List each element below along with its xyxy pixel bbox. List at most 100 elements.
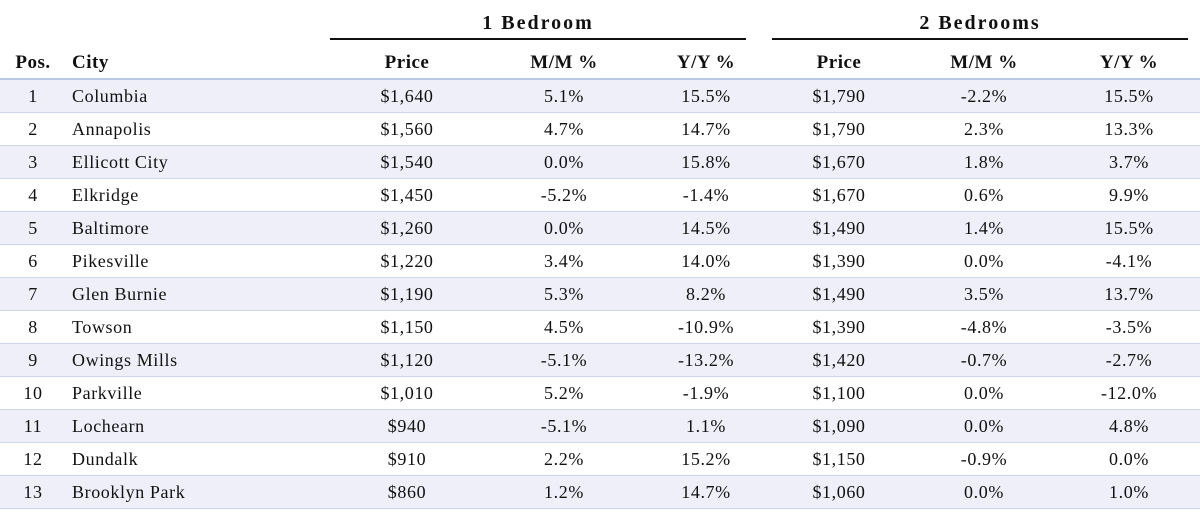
cell-yy-2br: 13.3% [1058, 112, 1200, 146]
cell-yy-2br: 0.0% [1058, 442, 1200, 476]
cell-city: Lochearn [66, 409, 330, 443]
cell-mm-1br: 4.7% [484, 112, 644, 146]
cell-price-1br: $1,640 [330, 79, 484, 113]
one-bedroom-group-title: 1 Bedroom [482, 12, 594, 34]
cell-city: Owings Mills [66, 343, 330, 377]
cell-price-2br: $1,490 [768, 211, 910, 245]
cell-mm-2br: 2.3% [910, 112, 1058, 146]
cell-mm-2br: -0.9% [910, 442, 1058, 476]
two-bedrooms-group-rule [772, 38, 1188, 40]
cell-yy-2br: 13.7% [1058, 277, 1200, 311]
cell-mm-2br: 0.6% [910, 178, 1058, 212]
cell-mm-2br: -0.7% [910, 343, 1058, 377]
cell-mm-1br: -5.1% [484, 343, 644, 377]
cell-mm-2br: 0.0% [910, 376, 1058, 410]
cell-pos: 13 [0, 475, 66, 509]
column-header-price-2br: Price [768, 48, 910, 80]
header-row: Pos. City Price M/M % Y/Y % Price M/M % … [0, 48, 1200, 80]
cell-price-1br: $1,120 [330, 343, 484, 377]
cell-price-1br: $860 [330, 475, 484, 509]
cell-mm-2br: 0.0% [910, 475, 1058, 509]
cell-city: Pikesville [66, 244, 330, 278]
cell-price-2br: $1,670 [768, 178, 910, 212]
table-row: 11 Lochearn $940 -5.1% 1.1% $1,090 0.0% … [0, 409, 1200, 443]
table-row: 9 Owings Mills $1,120 -5.1% -13.2% $1,42… [0, 343, 1200, 377]
cell-price-1br: $1,540 [330, 145, 484, 179]
cell-price-1br: $910 [330, 442, 484, 476]
table-row: 7 Glen Burnie $1,190 5.3% 8.2% $1,490 3.… [0, 277, 1200, 311]
cell-mm-2br: -2.2% [910, 79, 1058, 113]
cell-price-1br: $1,190 [330, 277, 484, 311]
column-header-city: City [66, 48, 330, 80]
cell-yy-2br: 9.9% [1058, 178, 1200, 212]
cell-price-2br: $1,390 [768, 244, 910, 278]
cell-pos: 2 [0, 112, 66, 146]
cell-yy-2br: 3.7% [1058, 145, 1200, 179]
cell-yy-2br: 15.5% [1058, 79, 1200, 113]
cell-mm-1br: 5.3% [484, 277, 644, 311]
cell-city: Brooklyn Park [66, 475, 330, 509]
cell-mm-1br: 3.4% [484, 244, 644, 278]
cell-pos: 1 [0, 79, 66, 113]
cell-price-1br: $1,010 [330, 376, 484, 410]
cell-mm-2br: 0.0% [910, 409, 1058, 443]
two-bedrooms-group-header: 2 Bedrooms [772, 8, 1188, 40]
cell-pos: 8 [0, 310, 66, 344]
one-bedroom-group-header: 1 Bedroom [330, 8, 746, 40]
cell-yy-1br: -1.4% [644, 178, 768, 212]
cell-price-1br: $1,220 [330, 244, 484, 278]
cell-yy-1br: 14.7% [644, 475, 768, 509]
cell-price-2br: $1,100 [768, 376, 910, 410]
cell-city: Annapolis [66, 112, 330, 146]
table-row: 2 Annapolis $1,560 4.7% 14.7% $1,790 2.3… [0, 112, 1200, 146]
cell-yy-2br: -3.5% [1058, 310, 1200, 344]
column-header-mm-1br: M/M % [484, 48, 644, 80]
cell-pos: 7 [0, 277, 66, 311]
cell-yy-1br: 15.5% [644, 79, 768, 113]
cell-price-2br: $1,390 [768, 310, 910, 344]
table-header: Pos. City Price M/M % Y/Y % Price M/M % … [0, 48, 1200, 80]
cell-yy-2br: 15.5% [1058, 211, 1200, 245]
cell-city: Baltimore [66, 211, 330, 245]
cell-yy-1br: 14.0% [644, 244, 768, 278]
cell-city: Glen Burnie [66, 277, 330, 311]
cell-mm-1br: 5.1% [484, 79, 644, 113]
table-row: 4 Elkridge $1,450 -5.2% -1.4% $1,670 0.6… [0, 178, 1200, 212]
cell-price-2br: $1,150 [768, 442, 910, 476]
cell-mm-1br: 5.2% [484, 376, 644, 410]
cell-city: Ellicott City [66, 145, 330, 179]
column-header-pos: Pos. [0, 48, 66, 80]
cell-city: Columbia [66, 79, 330, 113]
cell-yy-1br: 14.7% [644, 112, 768, 146]
table-row: 5 Baltimore $1,260 0.0% 14.5% $1,490 1.4… [0, 211, 1200, 245]
cell-price-1br: $1,260 [330, 211, 484, 245]
cell-yy-2br: -12.0% [1058, 376, 1200, 410]
cell-yy-1br: 14.5% [644, 211, 768, 245]
cell-pos: 3 [0, 145, 66, 179]
cell-yy-2br: -2.7% [1058, 343, 1200, 377]
cell-price-2br: $1,790 [768, 79, 910, 113]
cell-city: Dundalk [66, 442, 330, 476]
cell-city: Towson [66, 310, 330, 344]
cell-mm-2br: -4.8% [910, 310, 1058, 344]
table-row: 8 Towson $1,150 4.5% -10.9% $1,390 -4.8%… [0, 310, 1200, 344]
cell-price-2br: $1,090 [768, 409, 910, 443]
cell-yy-1br: 8.2% [644, 277, 768, 311]
table-row: 3 Ellicott City $1,540 0.0% 15.8% $1,670… [0, 145, 1200, 179]
cell-mm-1br: 0.0% [484, 145, 644, 179]
cell-mm-1br: 4.5% [484, 310, 644, 344]
cell-yy-1br: 1.1% [644, 409, 768, 443]
cell-yy-1br: -13.2% [644, 343, 768, 377]
cell-pos: 12 [0, 442, 66, 476]
cell-price-1br: $940 [330, 409, 484, 443]
cell-price-2br: $1,490 [768, 277, 910, 311]
cell-mm-1br: -5.1% [484, 409, 644, 443]
cell-mm-2br: 0.0% [910, 244, 1058, 278]
cell-pos: 5 [0, 211, 66, 245]
cell-price-1br: $1,560 [330, 112, 484, 146]
cell-price-1br: $1,150 [330, 310, 484, 344]
table-row: 6 Pikesville $1,220 3.4% 14.0% $1,390 0.… [0, 244, 1200, 278]
table-row: 12 Dundalk $910 2.2% 15.2% $1,150 -0.9% … [0, 442, 1200, 476]
cell-price-2br: $1,060 [768, 475, 910, 509]
